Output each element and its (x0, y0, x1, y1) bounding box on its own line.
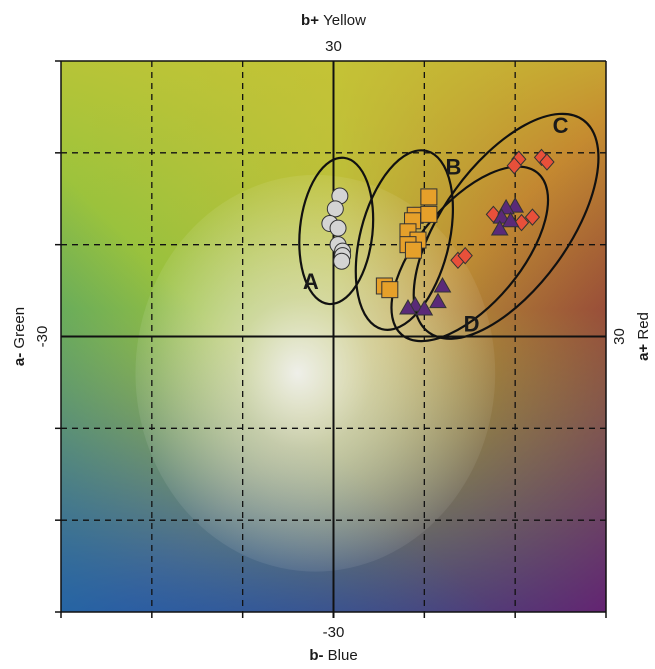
diamond-point (506, 156, 522, 175)
triangle-point (399, 299, 417, 315)
triangle-point (415, 299, 434, 316)
square-point (381, 281, 399, 299)
axis-max-label-top: 30 (325, 38, 342, 55)
square-point (420, 205, 438, 223)
axis-min-label-left: -30 (34, 326, 51, 348)
ellipse-group-b (354, 149, 455, 331)
axis-label-left-word: Green (11, 307, 28, 349)
bg-white-center (135, 174, 496, 572)
circle-point (329, 219, 347, 237)
axis-label-right-sign: a+ (635, 340, 652, 361)
data-points (321, 148, 555, 316)
axis-label-left-sign: a- (11, 349, 28, 367)
circle-point (333, 252, 351, 270)
axis-label-top: b+ Yellow (301, 12, 366, 29)
axis-label-top-sign: b+ (301, 12, 323, 29)
triangle-point (433, 276, 452, 293)
diamond-point (457, 246, 473, 265)
triangle-point (490, 220, 509, 236)
diamond-point (524, 208, 541, 226)
axis-label-right: a+ Red (635, 312, 652, 361)
axis-label-bottom: b- Blue (309, 647, 357, 664)
ellipse-group-a (298, 156, 375, 306)
ellipse-group-c (412, 112, 600, 340)
axis-label-bottom-sign: b- (309, 647, 327, 664)
triangle-point (492, 208, 511, 224)
axis-label-right-word: Red (635, 312, 652, 340)
axis-label-top-word: Yellow (323, 12, 366, 29)
axis-min-label-bottom: -30 (323, 624, 345, 641)
triangle-point (429, 292, 447, 309)
axis-labels: A B C Db+ Yellow 30 -30 b- Blue a- Green -30 30 a+… (11, 12, 652, 664)
square-point (420, 188, 438, 206)
triangle-point (501, 211, 520, 228)
axis-label-left: a- Green (11, 307, 28, 366)
group-label-d: D (464, 311, 480, 336)
square-point (404, 241, 422, 259)
diamond-point (539, 153, 555, 171)
axis-label-bottom-word: Blue (328, 647, 358, 664)
circle-point (326, 200, 344, 218)
group-label-b: B (445, 154, 461, 179)
axis-max-label-right: 30 (611, 328, 628, 345)
group-label-a: A (303, 269, 319, 294)
axes-lines (55, 60, 607, 618)
group-label-c: C (553, 113, 569, 138)
